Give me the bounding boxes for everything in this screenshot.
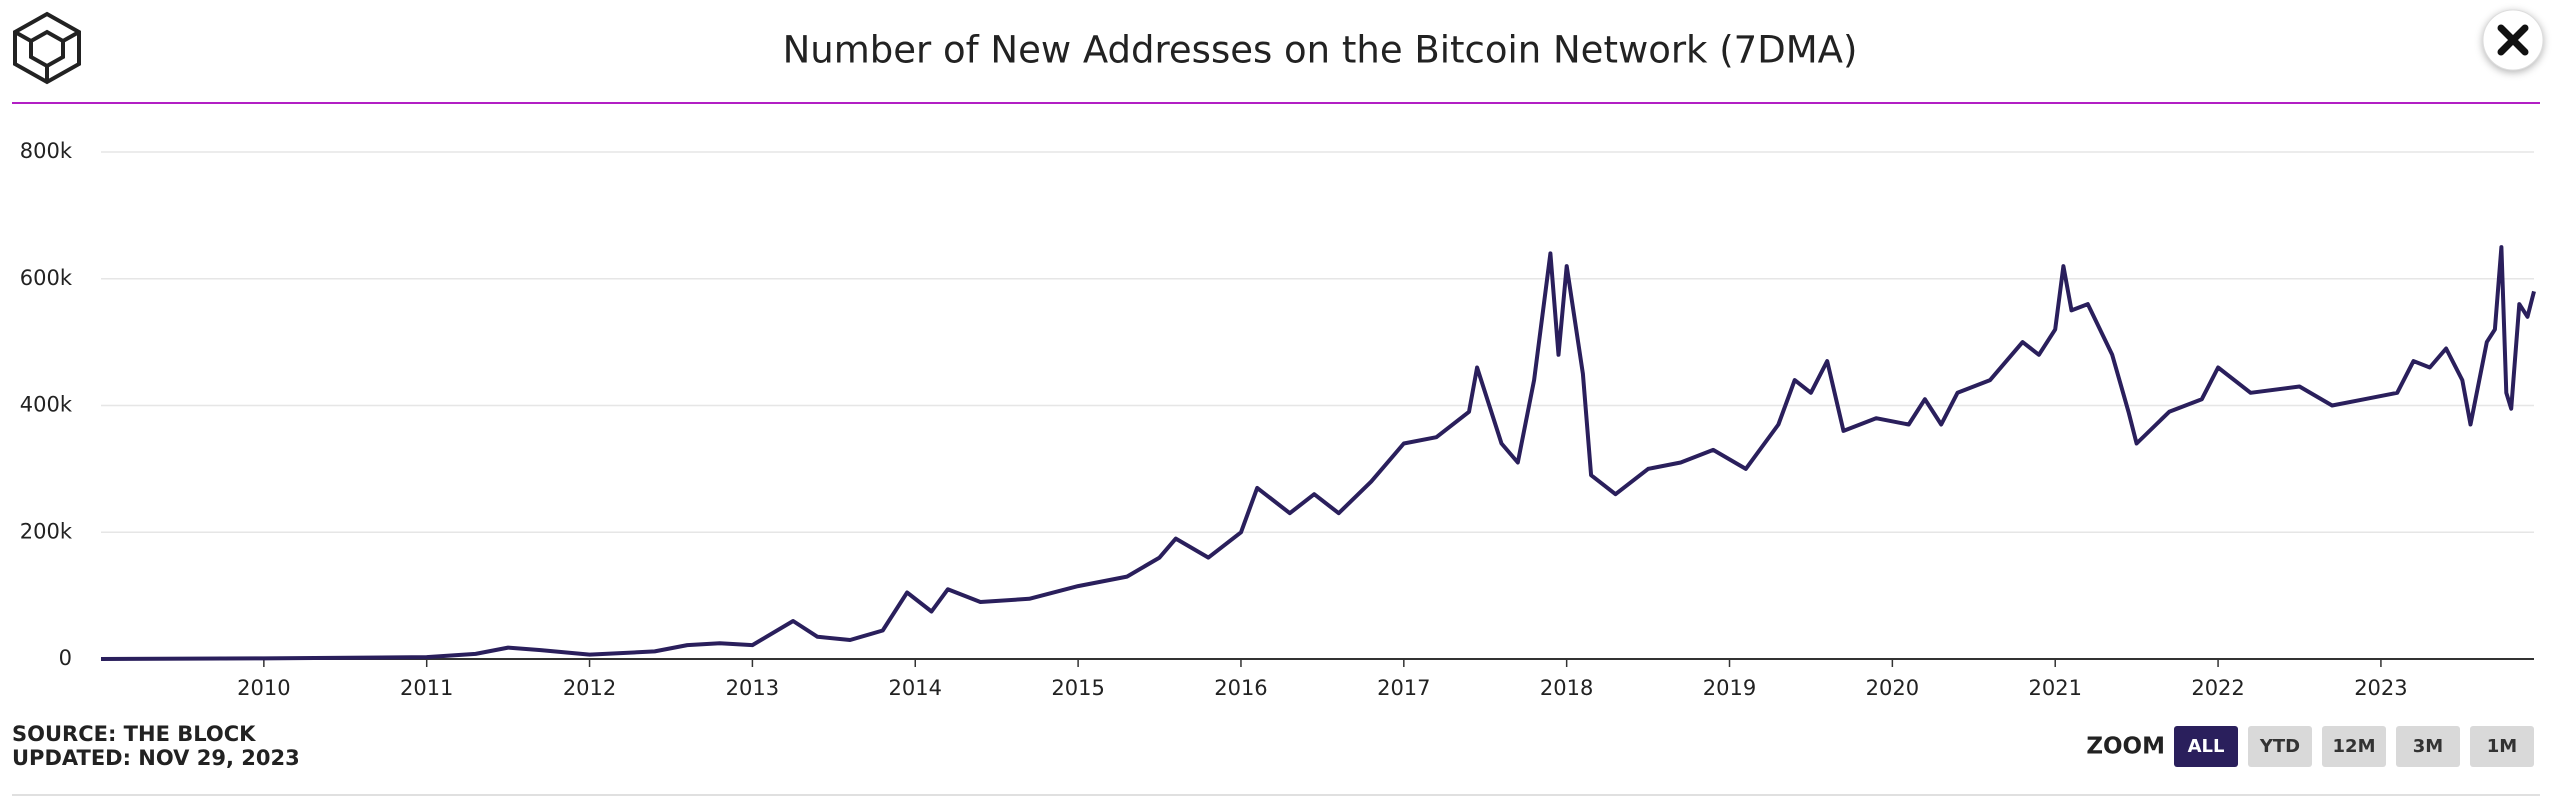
zoom-button-bg	[2248, 726, 2312, 767]
x-tick-label: 2018	[1540, 676, 1593, 700]
zoom-button-bg	[2174, 726, 2238, 767]
x-tick-label: 2014	[889, 676, 942, 700]
logo	[13, 11, 81, 85]
x-tick-label: 2022	[2191, 676, 2244, 700]
x-tick-label: 2016	[1214, 676, 1267, 700]
zoom-label: ZOOM	[2086, 734, 2165, 760]
zoom-button[interactable]: 12M	[2322, 726, 2386, 767]
y-tick-label: 800k	[20, 139, 73, 163]
x-tick-label: 2011	[400, 676, 453, 700]
y-tick-label: 400k	[20, 393, 73, 417]
zoom-button[interactable]: 1M	[2470, 726, 2534, 767]
x-tick-label: 2021	[2028, 676, 2081, 700]
zoom-button-label: 3M	[2413, 736, 2443, 757]
y-tick-label: 200k	[20, 519, 73, 543]
x-tick-label: 2023	[2354, 676, 2407, 700]
updated: UPDATED: NOV 29, 2023	[12, 746, 300, 770]
zoom-button[interactable]: ALL	[2174, 726, 2238, 767]
x-tick-label: 2012	[563, 676, 616, 700]
zoom-button[interactable]: YTD	[2248, 726, 2312, 767]
x-tick-label: 2010	[237, 676, 290, 700]
zoom-button-bg	[2470, 726, 2534, 767]
y-tick-label: 0	[59, 646, 72, 670]
zoom-button[interactable]: 3M	[2396, 726, 2460, 767]
y-tick-label: 600k	[20, 266, 73, 290]
zoom-button-bg	[2396, 726, 2460, 767]
x-tick-label: 2013	[726, 676, 779, 700]
x-tick-label: 2017	[1377, 676, 1430, 700]
zoom-button-bg	[2322, 726, 2386, 767]
zoom-button-label: 12M	[2333, 736, 2376, 757]
x-tick-label: 2020	[1866, 676, 1919, 700]
close-button[interactable]	[2482, 9, 2544, 71]
x-tick-label: 2019	[1703, 676, 1756, 700]
zoom-button-label: 1M	[2487, 736, 2517, 757]
x-tick-label: 2015	[1051, 676, 1104, 700]
zoom-button-label: ALL	[2188, 736, 2225, 757]
data-line	[100, 245, 2536, 661]
chart-title: Number of New Addresses on the Bitcoin N…	[783, 29, 1858, 72]
source: SOURCE: THE BLOCK	[12, 722, 256, 746]
zoom-button-label: YTD	[2259, 736, 2300, 757]
